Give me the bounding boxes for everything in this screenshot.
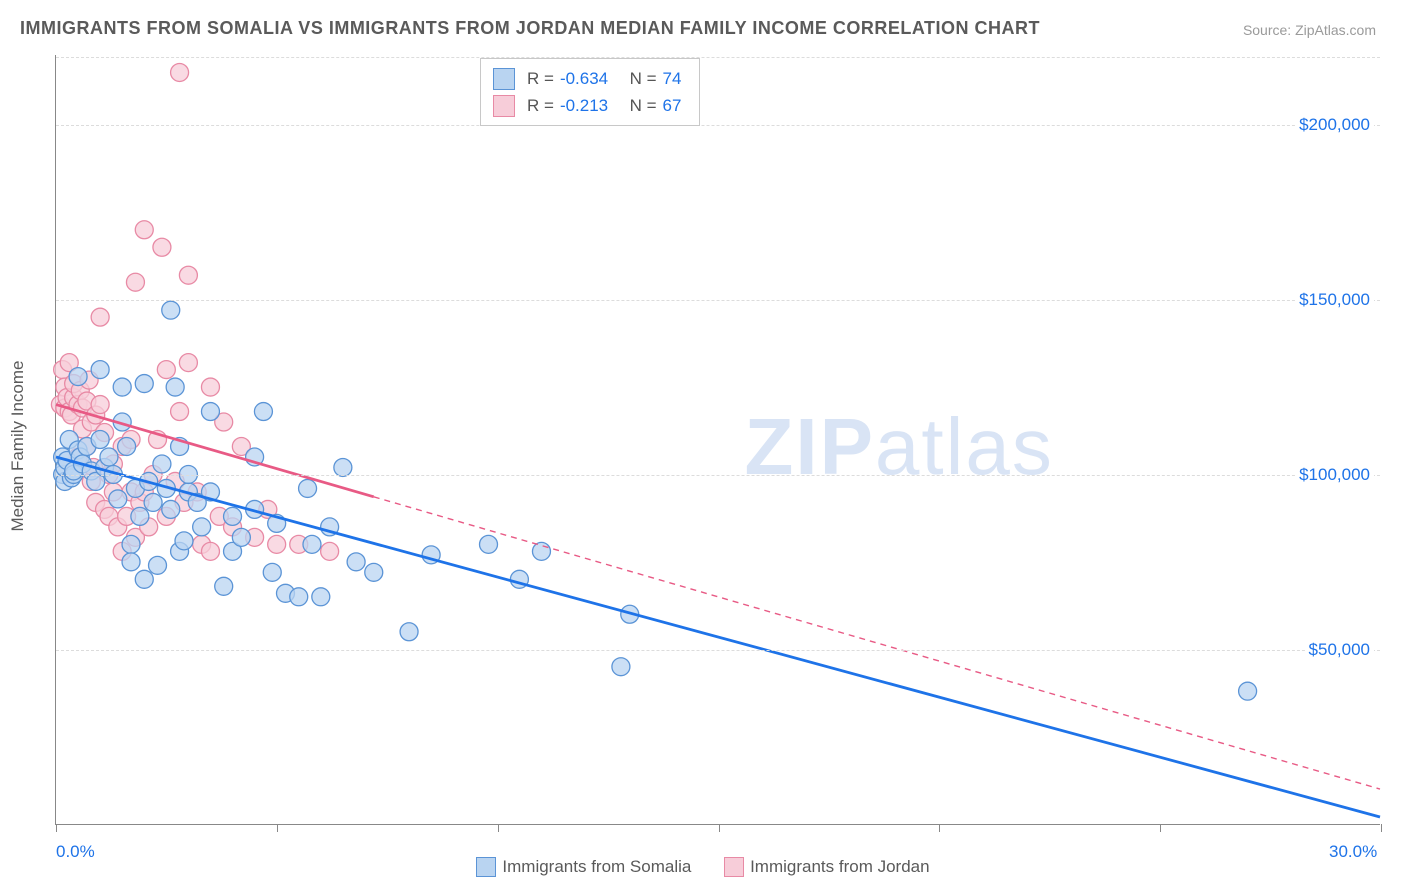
stats-row-jordan: R = -0.213 N = 67: [493, 92, 681, 119]
chart-title: IMMIGRANTS FROM SOMALIA VS IMMIGRANTS FR…: [20, 18, 1040, 39]
legend-item-somalia: Immigrants from Somalia: [476, 857, 691, 877]
n-label: N =: [630, 65, 657, 92]
n-value-somalia: 74: [663, 65, 682, 92]
stats-row-somalia: R = -0.634 N = 74: [493, 65, 681, 92]
plot-svg: [56, 55, 1380, 824]
y-tick-label: $100,000: [1295, 465, 1374, 485]
legend-label: Immigrants from Jordan: [750, 857, 930, 877]
r-label: R =: [527, 65, 554, 92]
r-value-jordan: -0.213: [560, 92, 608, 119]
swatch-somalia: [476, 857, 496, 877]
legend-label: Immigrants from Somalia: [502, 857, 691, 877]
swatch-jordan: [493, 95, 515, 117]
chart-area: ZIPatlas $50,000$100,000$150,000$200,000…: [55, 55, 1380, 825]
source-label: Source: ZipAtlas.com: [1243, 22, 1376, 38]
legend-item-jordan: Immigrants from Jordan: [724, 857, 930, 877]
legend-bottom: Immigrants from Somalia Immigrants from …: [0, 857, 1406, 882]
stats-legend: R = -0.634 N = 74 R = -0.213 N = 67: [480, 58, 700, 126]
r-label: R =: [527, 92, 554, 119]
y-tick-label: $150,000: [1295, 290, 1374, 310]
n-value-jordan: 67: [663, 92, 682, 119]
r-value-somalia: -0.634: [560, 65, 608, 92]
y-axis-label: Median Family Income: [8, 360, 28, 531]
y-tick-label: $200,000: [1295, 115, 1374, 135]
swatch-jordan: [724, 857, 744, 877]
swatch-somalia: [493, 68, 515, 90]
n-label: N =: [630, 92, 657, 119]
y-tick-label: $50,000: [1305, 640, 1374, 660]
